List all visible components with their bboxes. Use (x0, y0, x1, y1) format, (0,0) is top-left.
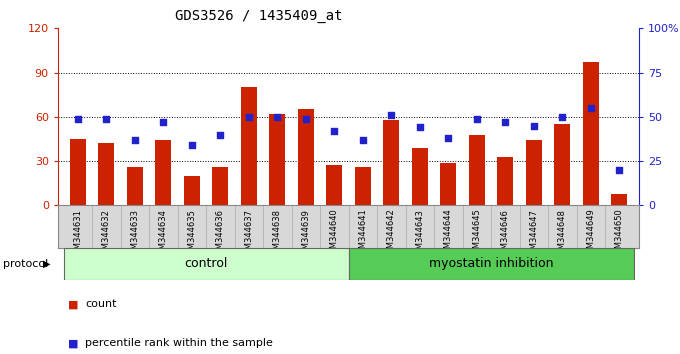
Point (186, 142, 197, 148)
Text: GSM344641: GSM344641 (358, 209, 367, 259)
Bar (99, 143, 114, 205)
Bar (441, 162, 456, 205)
Point (443, 135, 454, 141)
Bar (269, 114, 285, 205)
Bar (583, 62, 598, 205)
Text: myostatin inhibition: myostatin inhibition (429, 257, 554, 270)
Bar (349, 248, 634, 280)
Text: GSM344648: GSM344648 (558, 209, 566, 259)
Text: GSM344649: GSM344649 (586, 209, 595, 259)
Text: protocol: protocol (3, 259, 49, 269)
Text: ■: ■ (68, 299, 78, 309)
Text: GSM344640: GSM344640 (330, 209, 339, 259)
Text: GSM344634: GSM344634 (158, 209, 168, 259)
Text: GSM344631: GSM344631 (73, 209, 82, 259)
Point (500, 119, 511, 125)
Point (528, 123, 539, 129)
Text: GSM344633: GSM344633 (131, 209, 139, 260)
Text: ■: ■ (68, 338, 78, 348)
Bar (63, 248, 349, 280)
Text: GSM344645: GSM344645 (472, 209, 481, 259)
Text: GSM344643: GSM344643 (415, 209, 424, 259)
Point (414, 125, 425, 130)
Text: GSM344650: GSM344650 (615, 209, 624, 259)
Point (386, 112, 396, 118)
Text: ▶: ▶ (43, 259, 50, 269)
Point (272, 114, 283, 120)
Point (129, 137, 140, 143)
Bar (497, 156, 513, 205)
Bar (469, 135, 485, 205)
Text: control: control (184, 257, 228, 270)
Bar (526, 141, 541, 205)
Point (101, 116, 112, 121)
Point (614, 167, 625, 173)
Bar (412, 148, 428, 205)
Bar (298, 109, 313, 205)
Point (471, 116, 482, 121)
Text: GSM344647: GSM344647 (529, 209, 539, 259)
Text: GSM344636: GSM344636 (216, 209, 225, 260)
Bar (70, 139, 86, 205)
Bar (611, 194, 627, 205)
Bar (212, 167, 228, 205)
Point (357, 137, 368, 143)
Text: GSM344644: GSM344644 (444, 209, 453, 259)
Point (72, 116, 83, 121)
Point (557, 114, 568, 120)
Text: GSM344639: GSM344639 (301, 209, 310, 259)
Text: GSM344638: GSM344638 (273, 209, 282, 260)
Point (329, 128, 340, 134)
Point (243, 114, 254, 120)
Bar (554, 124, 570, 205)
Text: count: count (85, 299, 116, 309)
Text: GSM344632: GSM344632 (102, 209, 111, 259)
Bar (184, 176, 200, 205)
Point (215, 132, 226, 137)
Point (301, 116, 311, 121)
Bar (127, 167, 143, 205)
Text: GSM344637: GSM344637 (244, 209, 253, 260)
Bar (326, 166, 342, 205)
Text: GSM344642: GSM344642 (387, 209, 396, 259)
Text: percentile rank within the sample: percentile rank within the sample (85, 338, 273, 348)
Bar (241, 87, 256, 205)
Text: GSM344635: GSM344635 (187, 209, 197, 259)
Bar (156, 141, 171, 205)
Text: GSM344646: GSM344646 (500, 209, 510, 259)
Text: GDS3526 / 1435409_at: GDS3526 / 1435409_at (175, 9, 342, 23)
Bar (355, 167, 371, 205)
Bar (384, 120, 399, 205)
Point (585, 105, 596, 111)
Point (158, 119, 169, 125)
